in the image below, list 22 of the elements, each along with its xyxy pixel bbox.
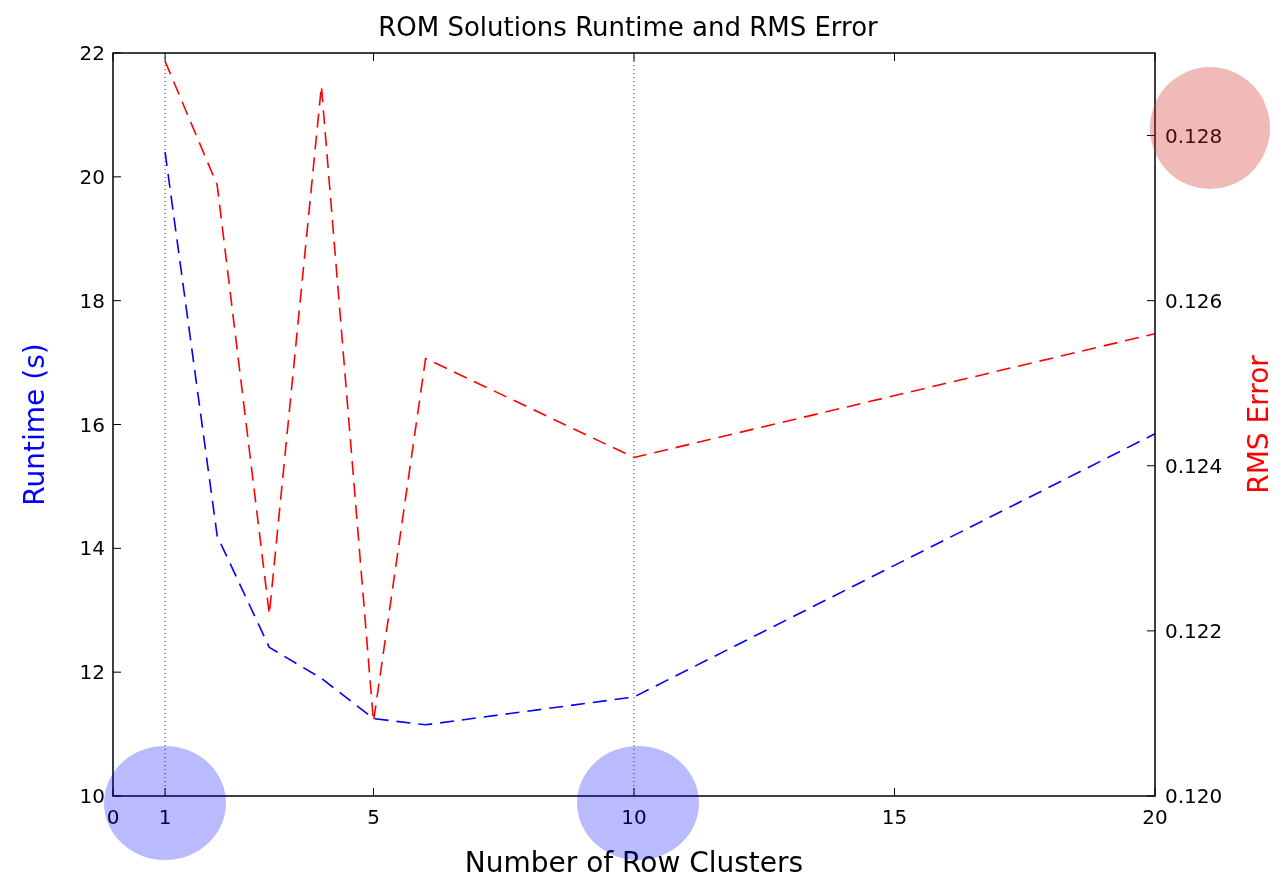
x-tick-label: 15 [881,805,908,829]
y-tick-label: 22 [79,41,105,65]
x-tick-label: 0 [106,805,120,829]
y2-tick-label: 0.126 [1165,288,1223,313]
x-tick-label: 10 [621,805,647,829]
y2-tick-label: 0.122 [1165,618,1223,643]
y-tick-label: 12 [79,660,105,685]
y2-tick-label: 0.128 [1165,123,1223,148]
y-tick-label: 20 [79,164,105,189]
x-axis-title: Number of Row Clusters [464,846,804,879]
y2-axis-title: RMS Error [1242,354,1275,494]
y2-tick-label: 0.124 [1165,453,1223,478]
x-tick-label: 5 [367,805,380,829]
x-tick-label: 20 [1142,805,1168,829]
y-tick-label: 18 [79,288,105,313]
y-tick-label: 10 [79,784,105,808]
y2-tick-label: 0.120 [1165,784,1223,808]
y-tick-label: 16 [79,412,105,437]
y-axis-title: Runtime (s) [18,343,51,506]
x-tick-label: 1 [158,805,172,829]
y-tick-label: 14 [79,536,105,561]
chart-title: ROM Solutions Runtime and RMS Error [378,12,879,42]
